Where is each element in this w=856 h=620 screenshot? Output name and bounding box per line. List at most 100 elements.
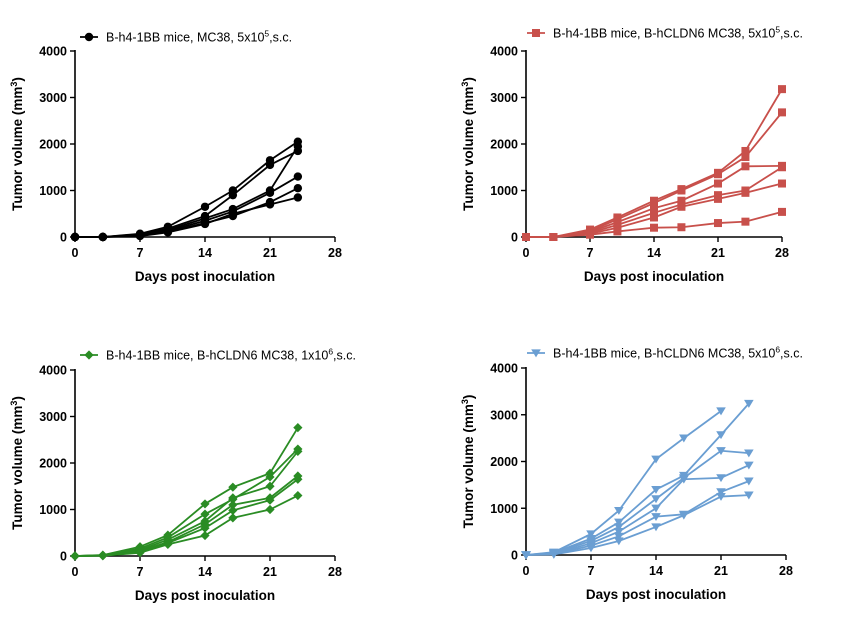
x-tick-label: 28: [328, 246, 342, 260]
data-point: [714, 194, 722, 203]
series-line: [525, 494, 749, 556]
x-tick-label: 7: [588, 564, 595, 578]
series-6: [70, 490, 303, 561]
data-point: [651, 495, 661, 504]
y-tick-label: 0: [511, 231, 518, 245]
data-point: [716, 447, 726, 456]
y-axis-label: Tumor volume (mm3): [9, 396, 25, 530]
data-point: [651, 485, 661, 494]
y-tick-label: 1000: [39, 503, 67, 517]
data-point: [228, 505, 238, 516]
data-point: [549, 233, 558, 241]
data-point: [200, 530, 210, 541]
x-tick-label: 7: [587, 246, 594, 260]
y-tick-label: 1000: [490, 184, 518, 198]
y-tick-label: 4000: [39, 364, 67, 378]
series-4: [521, 461, 754, 560]
y-tick-label: 1000: [490, 502, 518, 516]
series-6: [522, 207, 786, 241]
data-point: [679, 475, 689, 484]
data-point: [778, 163, 786, 172]
data-point: [741, 217, 750, 226]
data-point: [679, 434, 689, 443]
y-tick-label: 0: [60, 231, 67, 245]
data-point: [549, 550, 559, 559]
data-point: [293, 172, 303, 181]
data-point: [651, 455, 661, 464]
data-point: [677, 223, 686, 232]
data-point: [200, 523, 210, 533]
x-tick-label: 14: [198, 246, 212, 260]
data-point: [677, 202, 686, 211]
x-tick-label: 7: [137, 246, 144, 260]
x-tick-label: 28: [775, 246, 789, 260]
y-tick-label: 4000: [39, 45, 67, 59]
data-point: [228, 500, 238, 510]
legend-label: B-h4-1BB mice, B-hCLDN6 MC38, 1x106,s.c.: [106, 347, 356, 363]
data-point: [614, 532, 624, 541]
chart-panel-1: 0 1000 2000 3000 4000 0 7 14 21 28 Days post inocu…: [9, 29, 342, 285]
data-point: [741, 146, 750, 155]
data-point: [778, 85, 786, 94]
data-point: [200, 219, 210, 229]
data-point: [265, 495, 275, 505]
series-line: [525, 480, 750, 556]
series-line: [525, 449, 749, 556]
y-tick-label: 3000: [490, 91, 518, 105]
data-point: [293, 474, 303, 484]
data-point: [228, 493, 238, 503]
data-point: [265, 504, 275, 515]
data-point: [163, 228, 173, 237]
legend-marker: [84, 32, 94, 42]
series-3: [521, 447, 754, 560]
data-point: [228, 482, 238, 492]
data-point: [778, 207, 786, 216]
data-point: [200, 202, 210, 211]
legend-marker: [84, 350, 94, 360]
x-tick-label: 14: [649, 564, 663, 578]
x-tick-label: 0: [523, 564, 530, 578]
x-tick-label: 21: [711, 246, 725, 260]
x-axis-label: Days post inoculation: [584, 269, 724, 284]
series-6: [521, 491, 754, 560]
data-point: [741, 162, 750, 171]
series-line: [74, 494, 299, 557]
data-point: [650, 208, 658, 217]
data-point: [163, 539, 173, 549]
data-point: [778, 179, 786, 188]
y-tick-label: 3000: [39, 91, 67, 105]
data-point: [744, 491, 754, 500]
data-point: [135, 548, 145, 558]
y-tick-label: 1000: [39, 184, 67, 198]
data-point: [98, 551, 108, 561]
y-axis-label: Tumor volume (mm3): [460, 77, 476, 211]
y-tick-label: 4000: [490, 45, 518, 59]
x-tick-label: 0: [72, 246, 79, 260]
data-point: [744, 399, 754, 408]
data-point: [265, 472, 275, 482]
data-point: [744, 477, 754, 486]
legend-marker: [531, 349, 541, 358]
data-point: [714, 219, 722, 228]
data-point: [293, 423, 303, 433]
data-point: [614, 528, 624, 536]
x-tick-label: 0: [72, 565, 79, 579]
data-point: [741, 188, 750, 197]
data-point: [228, 190, 238, 200]
data-point: [265, 188, 275, 198]
y-axis-label: Tumor volume (mm3): [9, 77, 25, 211]
data-point: [613, 227, 622, 236]
x-tick-label: 21: [263, 246, 277, 260]
series-3: [70, 446, 303, 561]
x-axis-label: Days post inoculation: [135, 269, 275, 284]
series-line: [525, 464, 750, 556]
series-5: [521, 477, 754, 560]
x-tick-label: 14: [198, 565, 212, 579]
x-axis-label: Days post inoculation: [135, 588, 275, 603]
data-point: [778, 108, 786, 117]
chart-panel-3: 0 1000 2000 3000 4000 0 7 14 21 28 Days post inocu…: [9, 347, 356, 604]
data-point: [679, 511, 689, 520]
data-point: [293, 183, 303, 193]
data-point: [265, 160, 275, 170]
